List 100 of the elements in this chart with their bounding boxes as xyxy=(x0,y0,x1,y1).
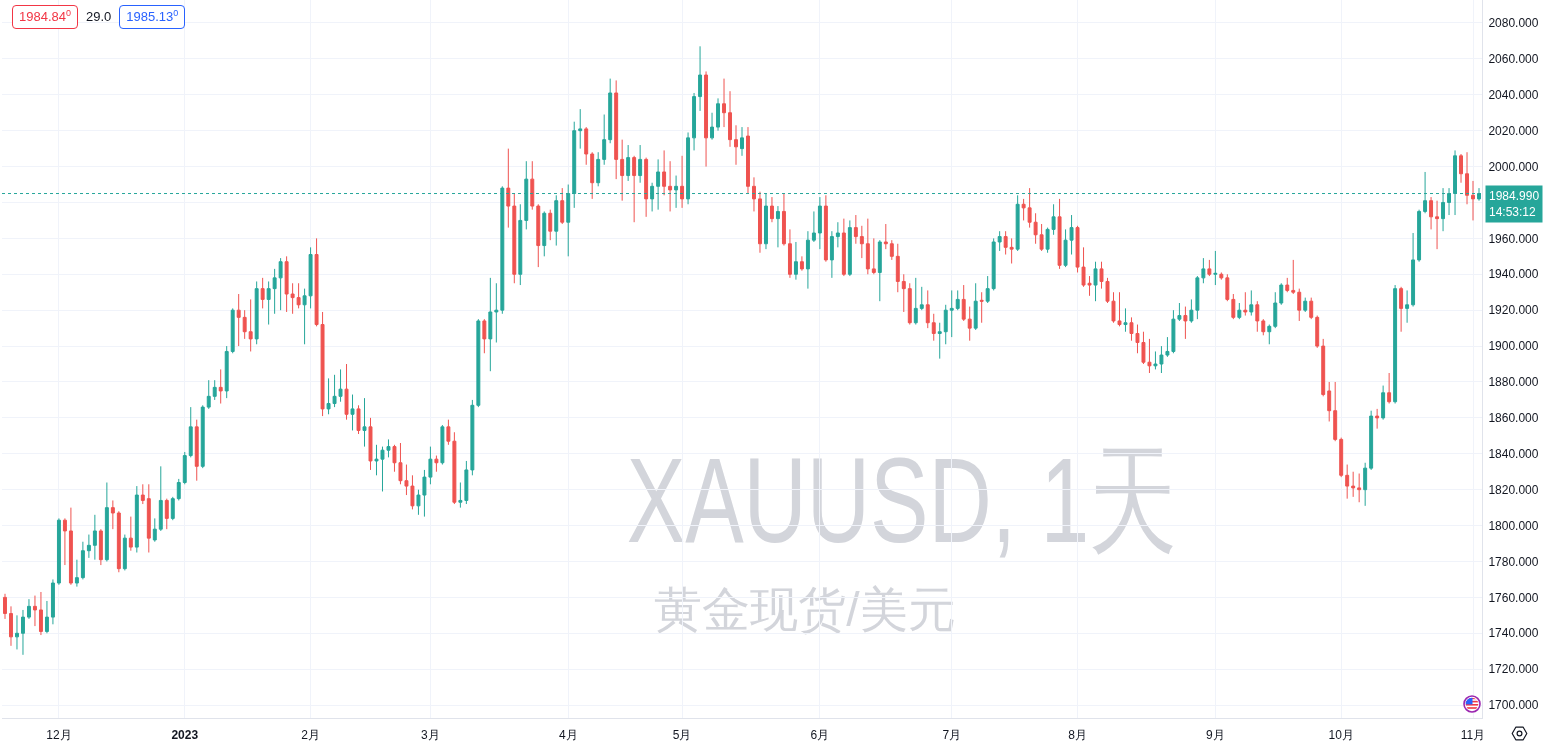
candlestick xyxy=(224,345,229,399)
candlestick xyxy=(1309,297,1314,320)
candlestick xyxy=(680,155,685,209)
candlestick xyxy=(1279,282,1284,306)
candlestick xyxy=(752,176,756,212)
candlestick xyxy=(1405,289,1410,324)
candlestick xyxy=(991,237,996,291)
candlestick xyxy=(811,210,816,243)
candlestick xyxy=(128,516,133,552)
candlestick xyxy=(1417,209,1422,263)
y-tick-label: 1940.000 xyxy=(1488,267,1539,282)
candlestick xyxy=(1471,180,1475,221)
candlestick xyxy=(841,218,846,277)
candlestick xyxy=(1009,237,1014,265)
candlestick xyxy=(518,203,523,286)
candlestick xyxy=(859,225,864,259)
candlestick xyxy=(728,90,732,148)
candlestick xyxy=(1057,198,1062,270)
y-tick-label: 1820.000 xyxy=(1488,482,1539,497)
candlestick xyxy=(15,614,19,650)
candlestick xyxy=(584,126,589,166)
x-tick-label: 11月 xyxy=(1460,728,1486,743)
candlestick xyxy=(578,108,583,150)
candlestick xyxy=(254,280,259,345)
y-tick-label: 1700.000 xyxy=(1488,698,1539,713)
x-tick-label: 8月 xyxy=(1068,728,1087,743)
candlestick xyxy=(805,230,810,290)
candlestick xyxy=(907,282,912,326)
candlestick xyxy=(769,196,774,223)
candlestick xyxy=(21,609,25,656)
candlestick xyxy=(62,517,67,566)
candlestick xyxy=(913,277,918,326)
candlestick xyxy=(1255,300,1260,333)
candlestick xyxy=(895,243,900,293)
candlestick xyxy=(542,210,547,257)
candlestick xyxy=(122,534,127,571)
candlestick xyxy=(1249,289,1254,317)
candlestick xyxy=(620,139,625,202)
candlestick xyxy=(152,517,157,543)
y-tick-label: 1800.000 xyxy=(1488,518,1539,533)
candlestick xyxy=(482,318,487,354)
y-tick-label: 1880.000 xyxy=(1488,375,1539,390)
candlestick xyxy=(626,144,631,182)
candlestick xyxy=(512,193,517,284)
x-tick-label: 3月 xyxy=(421,728,440,743)
candlestick xyxy=(937,322,942,360)
y-tick-label: 1900.000 xyxy=(1488,339,1539,354)
candlestick xyxy=(596,151,601,187)
y-tick-label: 1960.000 xyxy=(1488,231,1539,246)
candlestick xyxy=(1345,464,1350,500)
candlestick xyxy=(1297,288,1302,322)
ref-line-label: 1984.990 14:53:12 xyxy=(1489,189,1540,219)
candlestick xyxy=(1393,284,1398,405)
y-tick-label: 1720.000 xyxy=(1488,662,1539,677)
candlestick xyxy=(362,397,367,448)
candlestick xyxy=(967,306,972,342)
candlestick xyxy=(644,157,649,218)
candlestick xyxy=(104,482,109,562)
candlestick xyxy=(56,517,61,586)
candlestick xyxy=(835,221,840,248)
candlestick xyxy=(1429,196,1434,230)
candlestick xyxy=(662,149,667,196)
candlestick xyxy=(188,406,193,458)
candlestick xyxy=(1285,277,1290,293)
candlestick xyxy=(476,318,481,408)
candlestick xyxy=(488,277,493,372)
candlestick xyxy=(1237,302,1242,320)
candlestick xyxy=(931,313,936,342)
candlestick xyxy=(1411,232,1416,308)
candlestick xyxy=(1291,259,1296,295)
candlestick xyxy=(260,277,265,309)
candlestick xyxy=(1459,153,1463,184)
candlestick xyxy=(985,275,990,304)
candlestick xyxy=(781,193,786,247)
candlestick xyxy=(242,309,247,340)
candlestick xyxy=(1315,315,1320,349)
candlestick xyxy=(692,92,697,151)
candlestick xyxy=(494,282,499,343)
candlestick xyxy=(943,304,948,345)
candlestick xyxy=(847,219,852,277)
candlestick xyxy=(740,126,744,157)
candlestick xyxy=(68,507,73,586)
y-tick-label: 2060.000 xyxy=(1488,52,1539,67)
candlestick xyxy=(266,280,271,326)
candlestick xyxy=(74,559,79,588)
candlestick xyxy=(602,114,607,166)
annotation: 1984.84$^{0}$ xyxy=(12,5,79,29)
candlestick xyxy=(350,394,355,431)
candlestick xyxy=(1219,271,1224,281)
candlestick xyxy=(775,205,780,248)
candlestick xyxy=(698,45,703,112)
candlestick xyxy=(1243,291,1248,317)
candlestick xyxy=(758,191,762,254)
candlestick xyxy=(1267,324,1272,345)
candlestick xyxy=(560,187,565,225)
y-tick-label: 1840.000 xyxy=(1488,446,1539,461)
candlestick xyxy=(1351,471,1356,498)
candlestick xyxy=(746,126,750,194)
candlestick xyxy=(86,534,91,559)
candlestick xyxy=(134,485,139,553)
